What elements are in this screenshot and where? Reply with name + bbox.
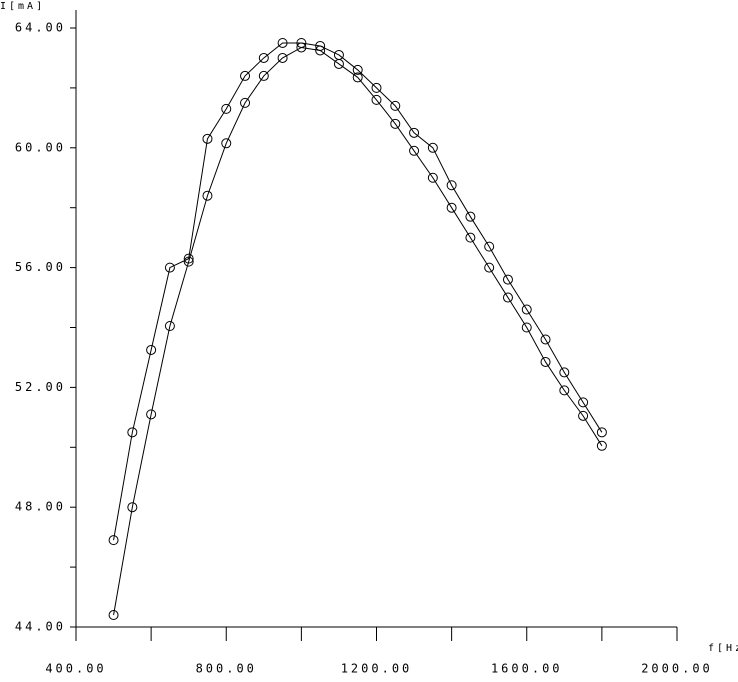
marker	[352, 72, 363, 83]
marker	[502, 274, 513, 285]
marker	[559, 367, 570, 378]
marker	[390, 118, 401, 129]
x-tick-label: 1600.00	[491, 662, 563, 676]
marker	[164, 321, 175, 332]
marker	[108, 610, 119, 621]
marker	[296, 42, 307, 53]
y-tick-label: 44.00	[15, 620, 66, 634]
marker	[258, 52, 269, 63]
marker	[409, 145, 420, 156]
marker	[596, 427, 607, 438]
marker	[258, 70, 269, 81]
marker	[521, 304, 532, 315]
marker	[465, 232, 476, 243]
marker	[521, 322, 532, 333]
marker	[465, 211, 476, 222]
marker	[277, 52, 288, 63]
marker	[578, 397, 589, 408]
marker	[427, 142, 438, 153]
marker	[390, 100, 401, 111]
marker	[371, 94, 382, 105]
y-tick-label: 64.00	[15, 21, 66, 35]
x-axis-label: f[Hz]	[708, 643, 738, 654]
y-axis-label: I[mA]	[0, 1, 45, 12]
y-tick-label: 56.00	[15, 260, 66, 274]
marker	[559, 385, 570, 396]
marker	[240, 97, 251, 108]
marker	[446, 202, 457, 213]
marker	[409, 127, 420, 138]
marker	[484, 262, 495, 273]
marker	[127, 502, 138, 513]
marker	[183, 256, 194, 267]
x-tick-label: 800.00	[196, 662, 257, 676]
y-tick-label: 48.00	[15, 500, 66, 514]
marker	[540, 356, 551, 367]
x-tick-label: 2000.00	[641, 662, 713, 676]
marker	[277, 37, 288, 48]
marker	[127, 427, 138, 438]
marker	[202, 190, 213, 201]
marker	[371, 82, 382, 93]
marker	[446, 180, 457, 191]
x-tick-label: 400.00	[45, 662, 106, 676]
y-tick-label: 60.00	[15, 140, 66, 154]
series-line	[113, 42, 603, 541]
marker	[578, 410, 589, 421]
marker	[427, 172, 438, 183]
y-tick-label: 52.00	[15, 380, 66, 394]
marker	[240, 70, 251, 81]
x-tick-label: 1200.00	[341, 662, 413, 676]
marker	[146, 344, 157, 355]
marker	[202, 133, 213, 144]
marker	[352, 64, 363, 75]
marker	[502, 292, 513, 303]
marker	[315, 45, 326, 56]
marker	[221, 138, 232, 149]
marker	[146, 409, 157, 420]
marker	[333, 58, 344, 69]
marker	[221, 103, 232, 114]
marker	[164, 262, 175, 273]
series-line	[113, 46, 603, 616]
marker	[540, 334, 551, 345]
marker	[596, 440, 607, 451]
marker	[484, 241, 495, 252]
marker	[108, 535, 119, 546]
